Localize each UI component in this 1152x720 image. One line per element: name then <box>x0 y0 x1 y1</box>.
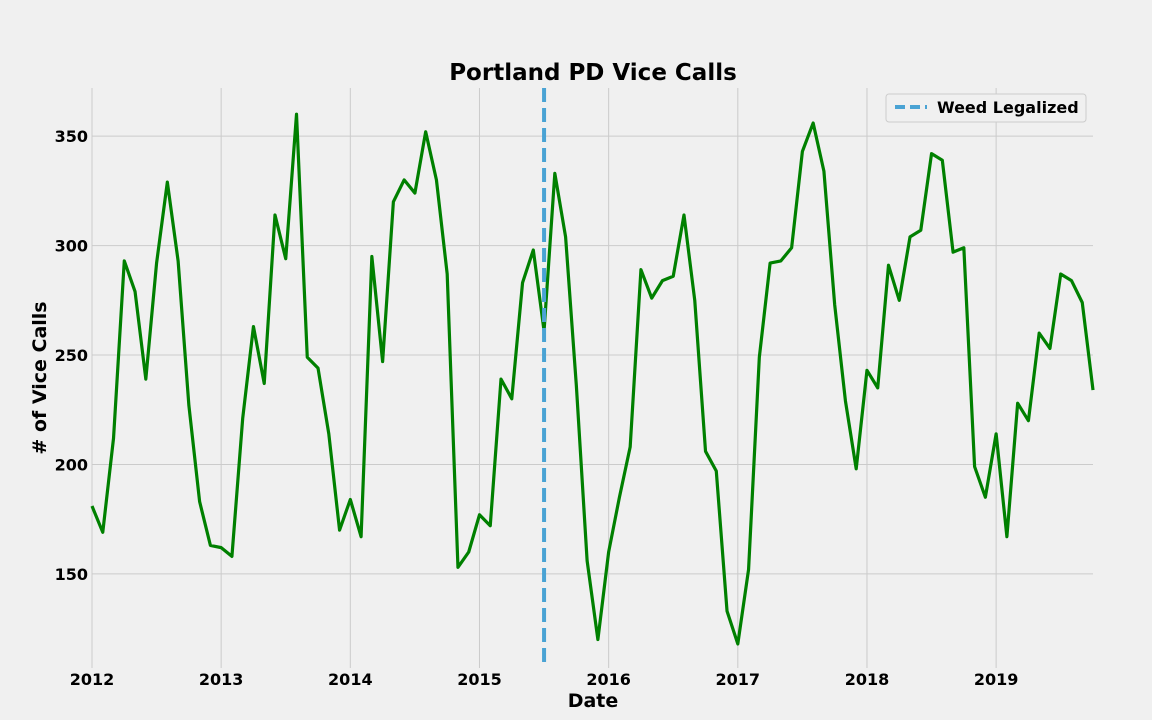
series-line <box>90 112 1095 646</box>
x-tick-label: 2016 <box>586 670 631 689</box>
y-axis-label: # of Vice Calls <box>29 301 51 454</box>
x-tick-label: 2019 <box>974 670 1019 689</box>
legend-label: Weed Legalized <box>937 98 1079 117</box>
x-tick-label: 2013 <box>199 670 244 689</box>
x-tick-label: 2018 <box>845 670 890 689</box>
chart-title: Portland PD Vice Calls <box>449 60 737 86</box>
x-tick-label: 2017 <box>716 670 761 689</box>
y-tick-label: 300 <box>55 237 88 256</box>
x-tick-label: 2015 <box>457 670 502 689</box>
y-tick-labels: 150 200 250 300 350 <box>55 127 88 584</box>
y-tick-label: 200 <box>55 455 88 474</box>
y-tick-label: 250 <box>55 346 88 365</box>
x-axis-label: Date <box>568 690 619 712</box>
y-tick-label: 150 <box>55 565 88 584</box>
legend-box <box>885 93 1087 123</box>
x-tick-label: 2012 <box>70 670 115 689</box>
y-tick-label: 350 <box>55 127 88 146</box>
x-tick-labels: 2012 2013 2014 2015 2016 2017 2018 2019 <box>70 670 1019 689</box>
legend: Weed Legalized <box>885 93 1087 123</box>
x-tick-label: 2014 <box>328 670 373 689</box>
